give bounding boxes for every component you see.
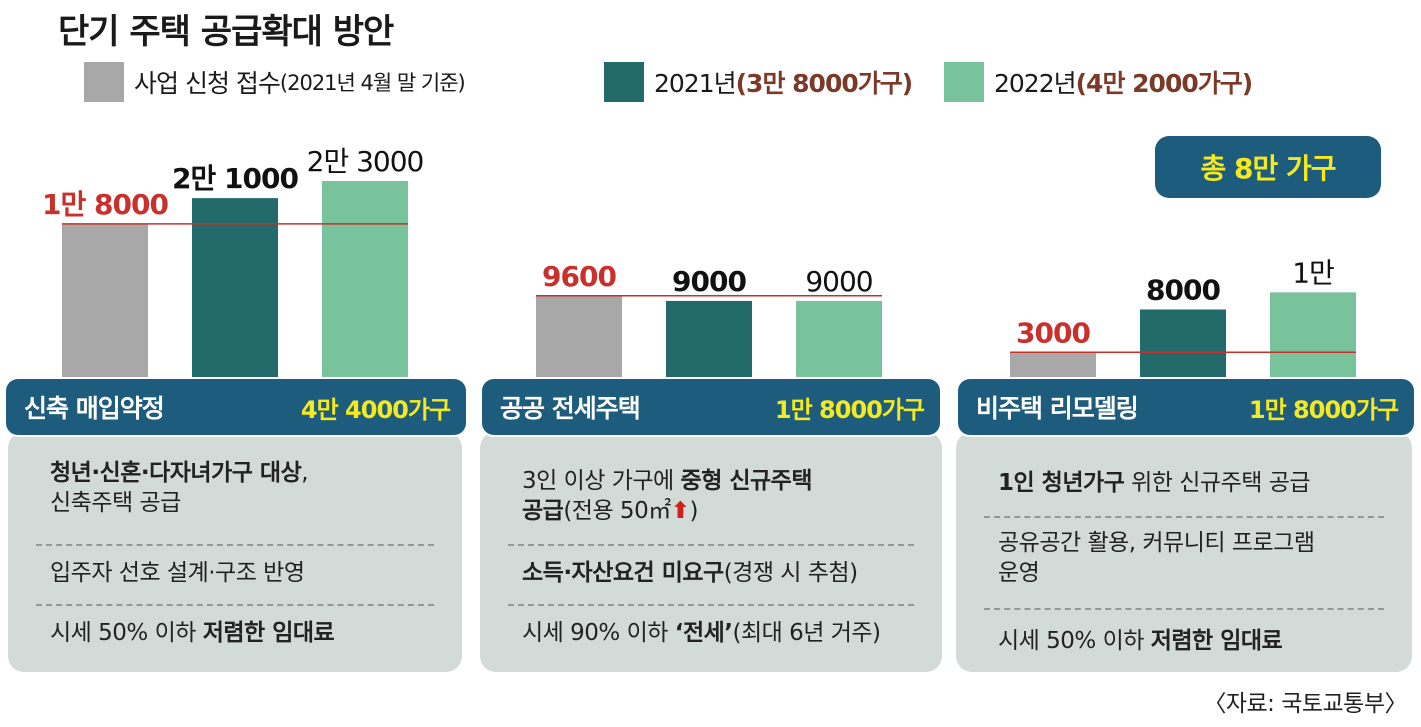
panel1-item3: 시세 50% 이하 저렴한 임대료	[50, 620, 335, 646]
panel1-header: 신축 매입약정 4만 4000가구	[4, 377, 468, 437]
data-label: 9600	[542, 260, 616, 293]
divider	[36, 544, 434, 546]
bar	[62, 223, 148, 378]
legend-total-2022: (4만 2000가구)	[1075, 69, 1254, 98]
bar	[666, 300, 752, 378]
data-label: 9000	[805, 265, 872, 298]
grand-total-badge: 총 8만 가구	[1155, 136, 1381, 198]
panel3-item1: 1인 청년가구 위한 신규주택 공급	[998, 470, 1311, 496]
panel2-item1: 3인 이상 가구에 중형 신규주택 공급(전용 50㎡⬆)	[522, 468, 813, 524]
panel2-header: 공공 전세주택 1만 8000가구	[480, 377, 942, 437]
bar	[1270, 292, 1356, 378]
chart-title: 단기 주택 공급확대 방안	[58, 12, 394, 52]
divider	[508, 544, 914, 546]
panel2-item2: 소득·자산요건 미요구(경쟁 시 추첨)	[522, 560, 858, 586]
panel2-item3: 시세 90% 이하 ‘전세’(최대 6년 거주)	[522, 620, 881, 646]
source-note: 〈자료: 국토교통부〉	[1203, 691, 1407, 717]
panel-new-build: 청년·신혼·다자녀가구 대상, 신축주택 공급 입주자 선호 설계·구조 반영 …	[8, 432, 462, 672]
panel1-item2: 입주자 선호 설계·구조 반영	[50, 560, 305, 586]
bar	[322, 181, 408, 378]
panel2-total: 1만 8000가구	[774, 395, 925, 424]
panel2-name: 공공 전세주택	[500, 394, 641, 423]
legend-label-2021: 2021년	[654, 69, 737, 98]
data-label: 2만 1000	[172, 162, 298, 195]
panel-public-jeonse: 3인 이상 가구에 중형 신규주택 공급(전용 50㎡⬆) 소득·자산요건 미요…	[480, 432, 942, 672]
up-arrow-icon: ⬆	[670, 498, 690, 524]
divider	[984, 516, 1384, 518]
panel3-header: 비주택 리모델링 1만 8000가구	[956, 377, 1416, 437]
data-label: 1만	[1292, 256, 1334, 289]
legend-label-applications: 사업 신청 접수	[134, 69, 281, 98]
divider	[36, 604, 434, 606]
legend-total-2021: (3만 8000가구)	[735, 69, 914, 98]
data-label: 8000	[1146, 273, 1220, 306]
divider	[984, 608, 1384, 610]
bar	[192, 198, 278, 378]
legend-swatch-2021	[604, 62, 644, 102]
divider	[508, 604, 914, 606]
data-label: 9000	[672, 265, 746, 298]
panel3-item2: 공유공간 활용, 커뮤니티 프로그램 운영	[998, 530, 1315, 586]
bar	[1010, 352, 1096, 378]
panel-remodeling: 1인 청년가구 위한 신규주택 공급 공유공간 활용, 커뮤니티 프로그램 운영…	[956, 432, 1412, 672]
legend-item-applications: 사업 신청 접수 (2021년 4월 말 기준)	[84, 62, 466, 102]
panel1-total: 4만 4000가구	[300, 395, 451, 424]
bar	[796, 300, 882, 378]
bar	[536, 295, 622, 378]
legend-swatch-applications	[84, 62, 124, 102]
panel1-name: 신축 매입약정	[24, 394, 165, 423]
panel3-item3: 시세 50% 이하 저렴한 임대료	[998, 628, 1283, 654]
panel3-total: 1만 8000가구	[1248, 395, 1399, 424]
legend-label-2022: 2022년	[994, 69, 1077, 98]
legend-swatch-2022	[944, 62, 984, 102]
bar	[1140, 309, 1226, 378]
panel1-item1: 청년·신혼·다자녀가구 대상, 신축주택 공급	[50, 460, 309, 516]
legend-item-2022: 2022년 (4만 2000가구)	[944, 62, 1254, 102]
data-label: 3000	[1016, 316, 1090, 349]
legend-item-2021: 2021년 (3만 8000가구)	[604, 62, 914, 102]
data-label: 1만 8000	[42, 188, 168, 221]
legend-note-applications: (2021년 4월 말 기준)	[279, 71, 466, 95]
data-label: 2만 3000	[307, 145, 424, 178]
panel3-name: 비주택 리모델링	[976, 394, 1139, 423]
